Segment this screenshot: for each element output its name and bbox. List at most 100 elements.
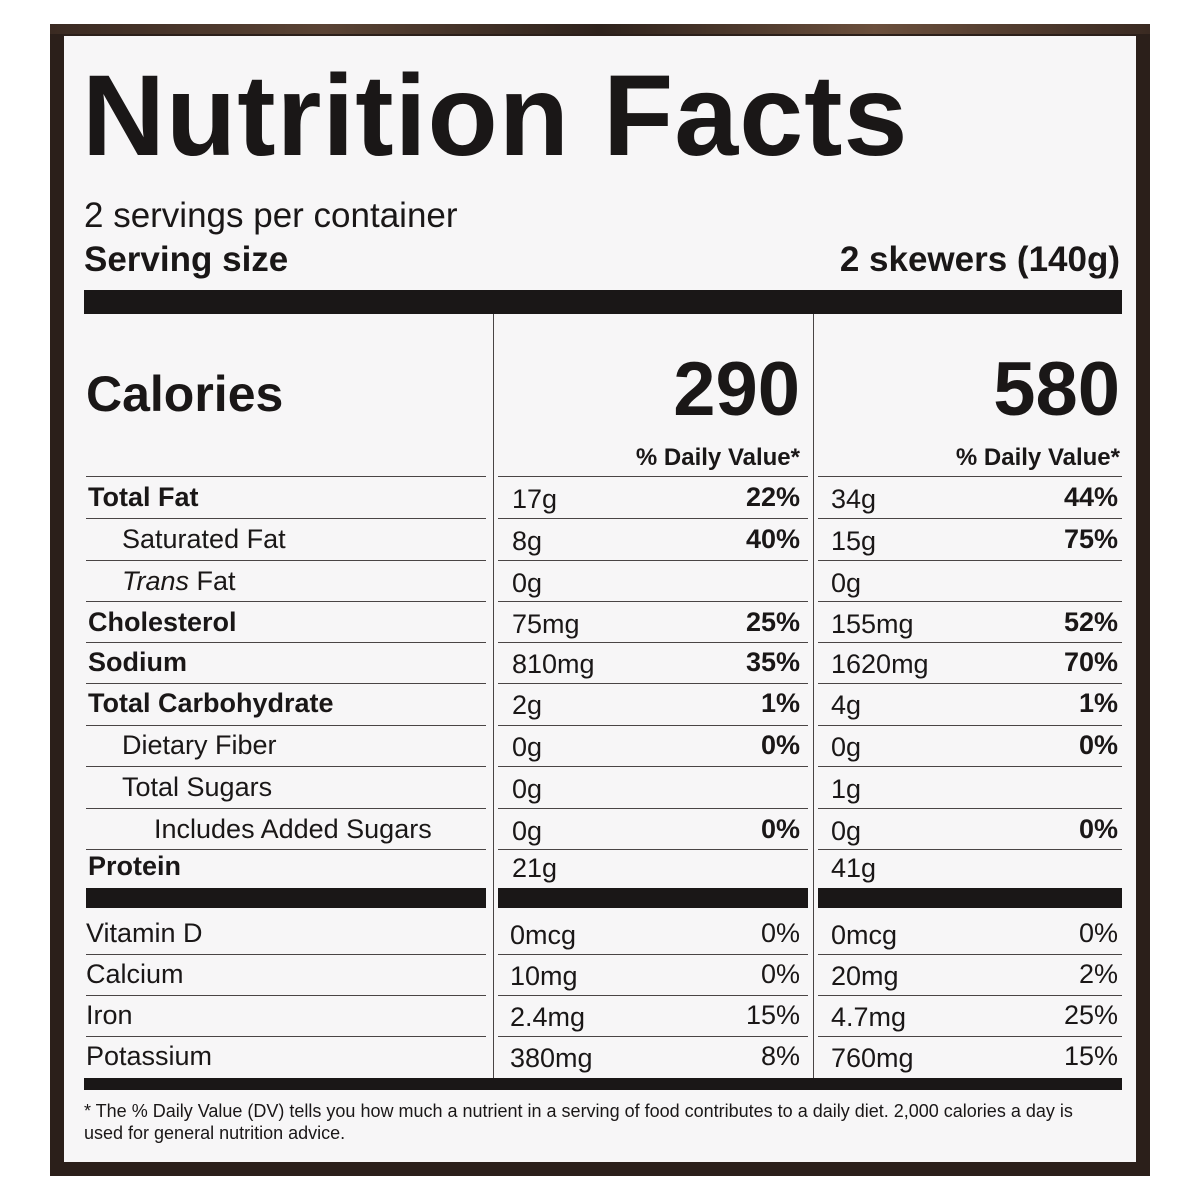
container-daily-value: 0% — [1078, 730, 1118, 760]
row-divider — [498, 642, 808, 643]
nutrient-label: Protein — [88, 851, 182, 881]
nutrition-label-panel — [64, 36, 1136, 1162]
nutrient-label: Sodium — [88, 647, 187, 677]
row-divider — [86, 849, 486, 850]
serving-daily-value: 8% — [760, 1041, 800, 1071]
nutrient-label: Dietary Fiber — [122, 730, 277, 760]
row-divider — [818, 560, 1122, 561]
container-amount: 4.7mg — [831, 1002, 907, 1032]
vitamin-label: Calcium — [86, 959, 184, 989]
column-divider-serving — [493, 314, 494, 1078]
container-daily-value: 1% — [1078, 688, 1118, 718]
container-amount: 760mg — [831, 1043, 914, 1073]
nutrient-label: Includes Added Sugars — [154, 814, 432, 844]
row-divider — [498, 1036, 808, 1037]
serving-daily-value: 0% — [760, 959, 800, 989]
row-divider — [498, 808, 808, 809]
serving-daily-value: 40% — [745, 524, 800, 554]
serving-amount: 0g — [512, 774, 543, 804]
row-divider — [818, 642, 1122, 643]
row-divider — [818, 518, 1122, 519]
column-divider-container — [813, 314, 814, 1078]
container-amount: 15g — [831, 526, 877, 556]
calories-label: Calories — [86, 366, 284, 422]
serving-amount: 10mg — [510, 961, 578, 991]
daily-value-header-serving: % Daily Value* — [635, 444, 800, 471]
serving-amount: 2.4mg — [510, 1002, 586, 1032]
container-daily-value: 52% — [1063, 607, 1118, 637]
container-amount: 1620mg — [831, 649, 929, 679]
row-divider — [86, 560, 486, 561]
row-divider — [498, 560, 808, 561]
serving-amount: 0g — [512, 816, 543, 846]
row-divider — [498, 849, 808, 850]
row-divider — [818, 725, 1122, 726]
container-daily-value: 15% — [1063, 1041, 1118, 1071]
nutrient-label-rest: Fat — [189, 566, 236, 596]
thick-divider-vitamins-label — [86, 888, 486, 908]
row-divider — [498, 518, 808, 519]
calories-per-serving: 290 — [673, 347, 800, 432]
container-amount: 20mg — [831, 961, 899, 991]
row-divider — [818, 1036, 1122, 1037]
serving-daily-value: 25% — [745, 607, 800, 637]
row-divider — [86, 518, 486, 519]
container-amount: 155mg — [831, 609, 914, 639]
thick-divider-vitamins-container — [818, 888, 1122, 908]
container-amount: 1g — [831, 774, 862, 804]
serving-amount: 0g — [512, 568, 543, 598]
serving-amount: 17g — [512, 484, 558, 514]
row-divider — [818, 476, 1122, 477]
container-amount: 0mcg — [831, 920, 898, 950]
thick-divider-vitamins-serving — [498, 888, 808, 908]
row-divider — [818, 683, 1122, 684]
container-amount: 4g — [831, 690, 862, 720]
row-divider — [498, 995, 808, 996]
serving-daily-value: 22% — [745, 482, 800, 512]
row-divider — [86, 642, 486, 643]
row-divider — [498, 476, 808, 477]
calories-per-container: 580 — [993, 347, 1120, 432]
row-divider — [86, 995, 486, 996]
label-title: Nutrition Facts — [82, 52, 909, 180]
nutrient-label: Cholesterol — [88, 607, 237, 637]
row-divider — [86, 683, 486, 684]
serving-amount: 810mg — [512, 649, 595, 679]
row-divider — [498, 725, 808, 726]
row-divider — [498, 683, 808, 684]
daily-value-header-container: % Daily Value* — [955, 444, 1120, 471]
serving-size-label: Serving size — [84, 240, 289, 279]
container-daily-value: 0% — [1078, 814, 1118, 844]
serving-amount: 0mcg — [510, 920, 577, 950]
thick-divider-top — [84, 290, 1122, 314]
serving-daily-value: 15% — [745, 1000, 800, 1030]
vitamin-label: Vitamin D — [86, 918, 203, 948]
daily-value-footnote: * The % Daily Value (DV) tells you how m… — [84, 1101, 1073, 1143]
row-divider — [86, 601, 486, 602]
row-divider — [86, 766, 486, 767]
container-daily-value: 0% — [1078, 918, 1118, 948]
row-divider — [818, 601, 1122, 602]
row-divider — [818, 849, 1122, 850]
row-divider — [498, 601, 808, 602]
vitamin-label: Iron — [86, 1000, 133, 1030]
serving-daily-value: 0% — [760, 918, 800, 948]
vitamin-label: Potassium — [86, 1041, 213, 1071]
nutrient-label: Total Carbohydrate — [88, 688, 334, 718]
row-divider — [818, 995, 1122, 996]
container-amount: 41g — [831, 853, 877, 883]
container-daily-value: 25% — [1063, 1000, 1118, 1030]
container-daily-value: 2% — [1078, 959, 1118, 989]
row-divider — [86, 954, 486, 955]
row-divider — [86, 808, 486, 809]
serving-amount: 2g — [512, 690, 543, 720]
row-divider — [86, 725, 486, 726]
row-divider — [818, 954, 1122, 955]
nutrient-label: Total Sugars — [122, 772, 273, 802]
serving-amount: 8g — [512, 526, 543, 556]
serving-daily-value: 35% — [745, 647, 800, 677]
row-divider — [498, 954, 808, 955]
serving-daily-value: 0% — [760, 814, 800, 844]
thick-divider-bottom — [84, 1078, 1122, 1090]
serving-amount: 21g — [512, 853, 558, 883]
